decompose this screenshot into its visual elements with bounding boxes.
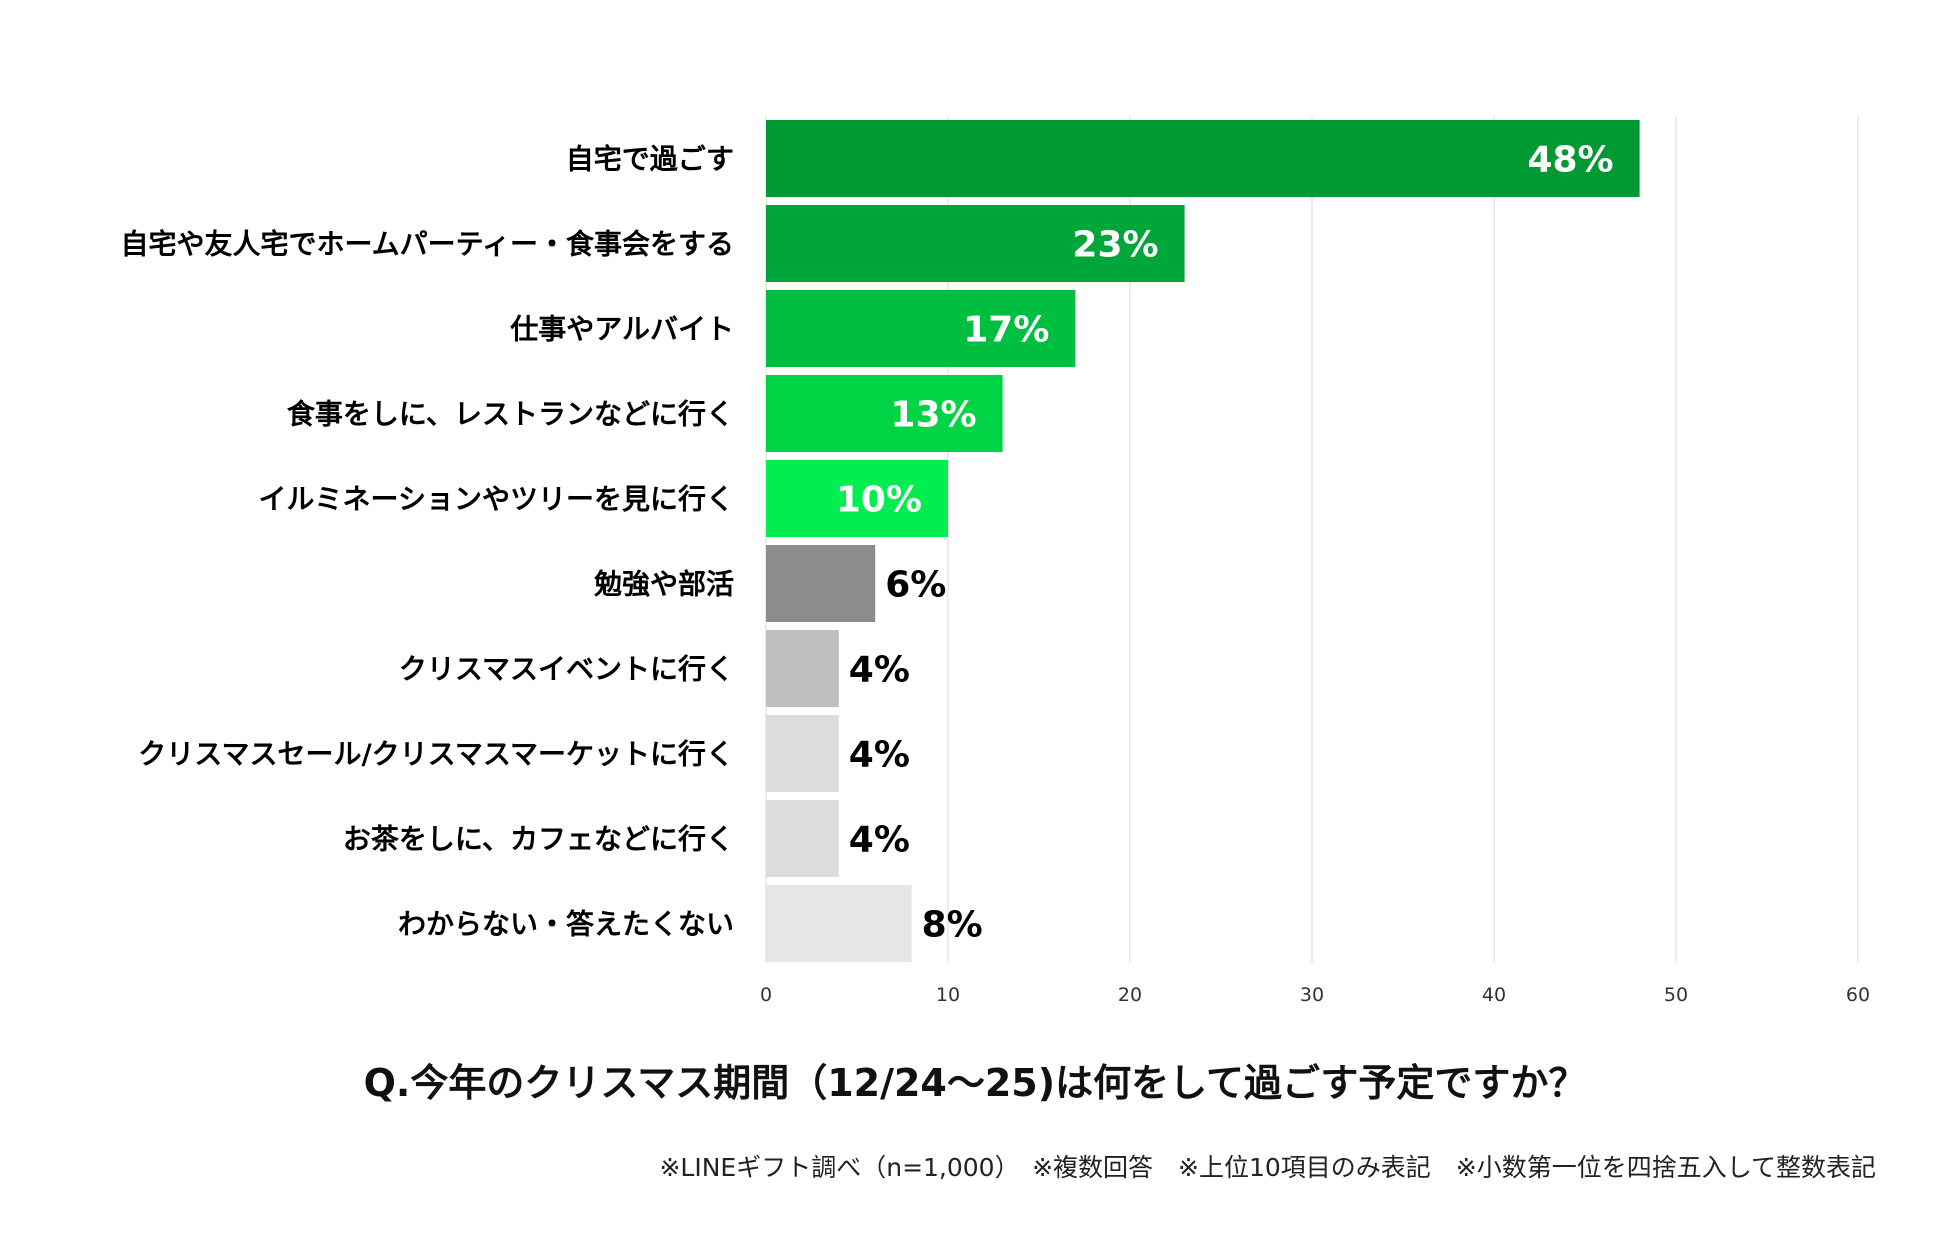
- x-axis-ticks: 0 10 20 30 40 50 60: [760, 984, 1870, 1006]
- value-label: 23%: [1072, 225, 1158, 266]
- value-label: 13%: [890, 395, 976, 436]
- bar: [766, 715, 839, 792]
- value-label: 8%: [922, 905, 983, 946]
- x-tick-label: 0: [760, 984, 772, 1006]
- value-label: 4%: [849, 820, 910, 861]
- category-label: 勉強や部活: [593, 568, 734, 601]
- value-label: 17%: [963, 310, 1049, 351]
- category-label: クリスマスイベントに行く: [399, 653, 734, 686]
- x-tick-label: 10: [936, 984, 960, 1006]
- footnote: ※LINEギフト調べ（n=1,000） ※複数回答 ※上位10項目のみ表記 ※小…: [659, 1153, 1876, 1182]
- category-labels: 自宅で過ごす自宅や友人宅でホームパーティー・食事会をする仕事やアルバイト食事をし…: [121, 143, 734, 941]
- value-label: 48%: [1527, 140, 1613, 181]
- x-tick-label: 40: [1482, 984, 1506, 1006]
- category-label: 仕事やアルバイト: [509, 313, 734, 346]
- value-label: 10%: [836, 480, 922, 521]
- bar: [766, 630, 839, 707]
- category-label: クリスマスセール/クリスマスマーケットに行く: [138, 738, 734, 771]
- bar: [766, 460, 948, 537]
- value-labels: 48% 23% 17% 13% 10% 6% 4% 4% 4% 8%: [836, 140, 1614, 946]
- bar: [766, 545, 876, 622]
- x-tick-label: 30: [1300, 984, 1324, 1006]
- bar-chart: 自宅で過ごす自宅や友人宅でホームパーティー・食事会をする仕事やアルバイト食事をし…: [121, 116, 1870, 1006]
- category-label: お茶をしに、カフェなどに行く: [343, 823, 734, 856]
- bar: [766, 120, 1640, 197]
- bar: [766, 885, 912, 962]
- value-label: 6%: [885, 565, 946, 606]
- x-tick-label: 60: [1846, 984, 1870, 1006]
- category-label: 自宅や友人宅でホームパーティー・食事会をする: [121, 228, 734, 261]
- bar: [766, 290, 1076, 367]
- bar: [766, 375, 1003, 452]
- bar: [766, 800, 839, 877]
- value-label: 4%: [849, 735, 910, 776]
- category-label: 食事をしに、レストランなどに行く: [287, 398, 734, 431]
- category-label: わからない・答えたくない: [398, 908, 734, 941]
- chart-question-title: Q.今年のクリスマス期間（12/24～25)は何をして過ごす予定ですか？: [363, 1061, 1587, 1105]
- category-label: イルミネーションやツリーを見に行く: [259, 483, 734, 516]
- x-tick-label: 20: [1118, 984, 1142, 1006]
- bar: [766, 205, 1185, 282]
- bars: [766, 120, 1640, 962]
- category-label: 自宅で過ごす: [566, 143, 734, 176]
- x-tick-label: 50: [1664, 984, 1688, 1006]
- value-label: 4%: [849, 650, 910, 691]
